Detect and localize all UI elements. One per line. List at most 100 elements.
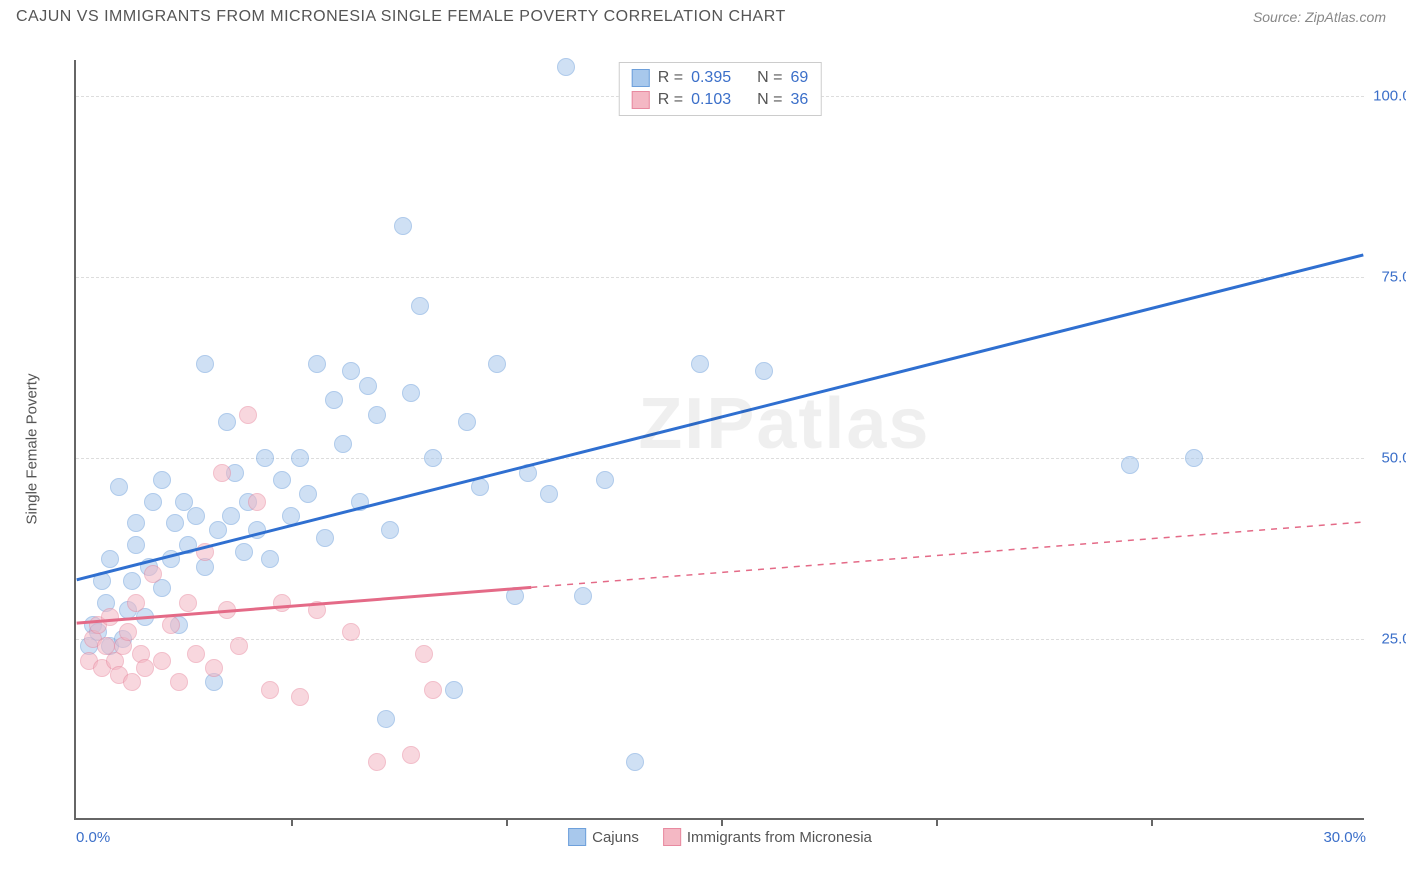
source-attribution: Source: ZipAtlas.com [1253, 9, 1386, 25]
x-tick-mark [506, 818, 508, 826]
stat-r-label: R = [658, 69, 683, 87]
trendlines-layer [76, 60, 1364, 818]
data-point [282, 507, 300, 525]
data-point [574, 587, 592, 605]
data-point [291, 449, 309, 467]
data-point [557, 58, 575, 76]
data-point [488, 355, 506, 373]
data-point [458, 413, 476, 431]
data-point [166, 514, 184, 532]
stats-legend-row: R =0.103N =36 [632, 89, 809, 111]
data-point [1185, 449, 1203, 467]
data-point [471, 478, 489, 496]
plot-area: ZIPatlas R =0.395N =69R =0.103N =36 Caju… [74, 60, 1364, 820]
legend-swatch [568, 828, 586, 846]
data-point [308, 601, 326, 619]
x-tick-label: 30.0% [1323, 829, 1366, 846]
legend-swatch [632, 91, 650, 109]
data-point [1121, 456, 1139, 474]
chart-title: CAJUN VS IMMIGRANTS FROM MICRONESIA SING… [16, 8, 786, 26]
stat-r-label: R = [658, 91, 683, 109]
data-point [93, 572, 111, 590]
data-point [235, 543, 253, 561]
data-point [136, 659, 154, 677]
series-legend: Cajuns Immigrants from Micronesia [568, 828, 872, 846]
chart-container: Single Female Poverty ZIPatlas R =0.395N… [50, 44, 1390, 854]
data-point [424, 681, 442, 699]
data-point [342, 362, 360, 380]
data-point [127, 514, 145, 532]
y-tick-label: 50.0% [1369, 450, 1406, 467]
x-tick-mark [721, 818, 723, 826]
data-point [256, 449, 274, 467]
data-point [377, 710, 395, 728]
data-point [248, 521, 266, 539]
data-point [248, 493, 266, 511]
data-point [205, 659, 223, 677]
gridline-horizontal [76, 277, 1364, 278]
data-point [123, 572, 141, 590]
data-point [755, 362, 773, 380]
gridline-horizontal [76, 639, 1364, 640]
data-point [218, 413, 236, 431]
data-point [213, 464, 231, 482]
data-point [342, 623, 360, 641]
data-point [316, 529, 334, 547]
data-point [540, 485, 558, 503]
data-point [291, 688, 309, 706]
data-point [351, 493, 369, 511]
data-point [273, 471, 291, 489]
data-point [179, 536, 197, 554]
data-point [170, 673, 188, 691]
data-point [196, 543, 214, 561]
y-axis-label: Single Female Poverty [24, 374, 41, 525]
stat-n-value: 69 [790, 69, 808, 87]
data-point [110, 478, 128, 496]
legend-label: Immigrants from Micronesia [687, 829, 872, 846]
data-point [596, 471, 614, 489]
y-tick-label: 75.0% [1369, 269, 1406, 286]
data-point [261, 681, 279, 699]
data-point [119, 623, 137, 641]
data-point [222, 507, 240, 525]
data-point [209, 521, 227, 539]
data-point [187, 645, 205, 663]
data-point [153, 652, 171, 670]
data-point [368, 753, 386, 771]
stat-n-value: 36 [790, 91, 808, 109]
data-point [162, 616, 180, 634]
legend-swatch [632, 69, 650, 87]
data-point [144, 493, 162, 511]
stat-n-label: N = [757, 69, 782, 87]
data-point [101, 550, 119, 568]
trendline-dashed [531, 522, 1363, 587]
data-point [368, 406, 386, 424]
y-tick-label: 100.0% [1369, 88, 1406, 105]
legend-swatch [663, 828, 681, 846]
stats-legend: R =0.395N =69R =0.103N =36 [619, 62, 822, 116]
data-point [230, 637, 248, 655]
data-point [691, 355, 709, 373]
data-point [261, 550, 279, 568]
legend-item: Cajuns [568, 828, 639, 846]
stat-r-value: 0.395 [691, 69, 731, 87]
data-point [402, 384, 420, 402]
data-point [127, 594, 145, 612]
trendline-solid [77, 255, 1364, 580]
x-tick-label: 0.0% [76, 829, 110, 846]
data-point [626, 753, 644, 771]
x-tick-mark [936, 818, 938, 826]
stat-n-label: N = [757, 91, 782, 109]
data-point [325, 391, 343, 409]
data-point [299, 485, 317, 503]
data-point [175, 493, 193, 511]
data-point [334, 435, 352, 453]
data-point [101, 608, 119, 626]
data-point [179, 594, 197, 612]
stats-legend-row: R = 0.395 N = 69 [632, 67, 809, 89]
data-point [239, 406, 257, 424]
data-point [411, 297, 429, 315]
data-point [445, 681, 463, 699]
data-point [218, 601, 236, 619]
data-point [519, 464, 537, 482]
